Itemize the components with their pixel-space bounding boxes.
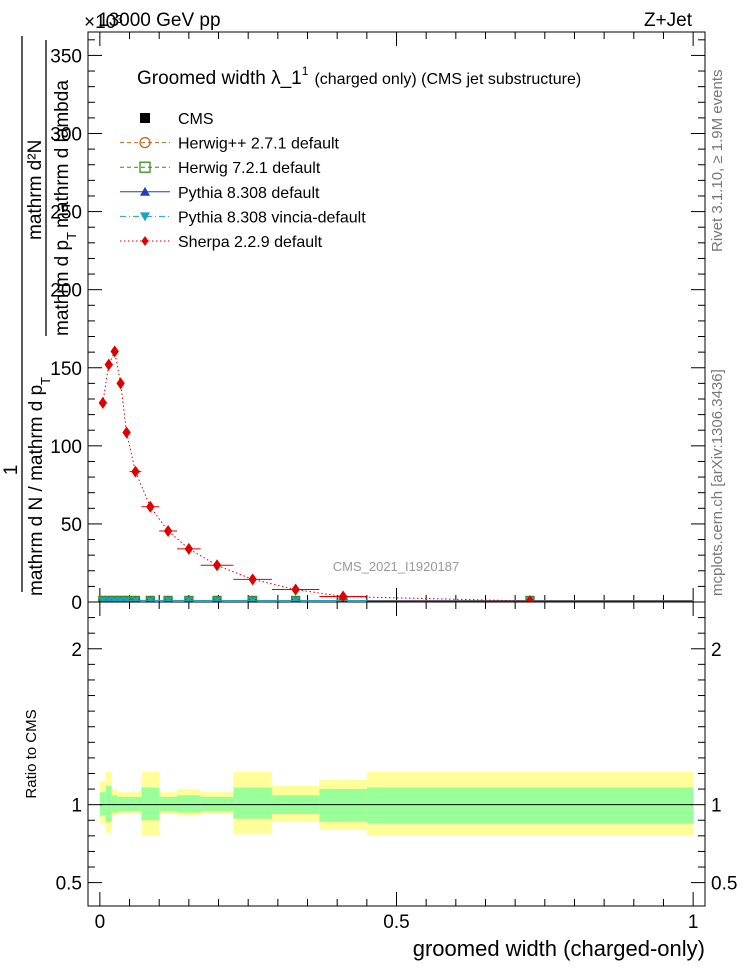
y-tick-label: 50 xyxy=(61,515,82,536)
ratio-y-label: Ratio to CMS xyxy=(23,709,40,798)
plot-title-rest: (charged only) (CMS jet substructure) xyxy=(314,71,581,88)
band-inner xyxy=(233,787,272,819)
data-point xyxy=(116,597,125,605)
data-point xyxy=(146,597,155,605)
legend-marker xyxy=(140,113,150,123)
legend-label: Pythia 8.308 default xyxy=(178,185,320,202)
legend-marker xyxy=(139,161,151,173)
legend-label: Herwig++ 2.7.1 default xyxy=(178,136,340,153)
band-inner xyxy=(105,785,112,822)
legend: CMS Herwig++ 2.7.1 default Herwig 7.2.1 de… xyxy=(120,111,366,251)
data-point xyxy=(110,597,119,605)
ratio-plot-frame xyxy=(87,601,706,907)
ratio-y-tick-label-right: 0.5 xyxy=(711,874,737,895)
y-tick-label: 150 xyxy=(50,359,82,380)
plot-title: Groomed width λ_11 (charged only) (CMS je… xyxy=(137,64,581,89)
band-inner xyxy=(129,796,142,811)
band-inner xyxy=(111,795,118,813)
ratio-y-tick-label: 1 xyxy=(71,796,82,817)
mcplots-label: mcplots.cern.ch [arXiv:1306.3436] xyxy=(709,369,726,596)
data-point xyxy=(291,597,300,605)
legend-item: Herwig++ 2.7.1 default xyxy=(120,136,340,153)
ylabel-upper: mathrm d²N xyxy=(25,140,46,240)
band-inner xyxy=(176,795,201,813)
legend-item: Pythia 8.308 vincia-default xyxy=(120,209,366,226)
legend-label: Sherpa 2.2.9 default xyxy=(178,234,323,251)
y-tick-label: 250 xyxy=(50,203,82,224)
y-multiplier: ×10³ xyxy=(84,12,123,33)
legend-marker xyxy=(141,236,149,246)
ratio-y-tick-label: 0.5 xyxy=(56,874,82,895)
plot-title-sup: 1 xyxy=(302,64,309,78)
main-y-label: 1 mathrm d N / mathrm d pT mathrm d²N ma… xyxy=(1,36,79,596)
data-point xyxy=(110,345,119,358)
data-point xyxy=(146,500,155,513)
y-tick-label: 0 xyxy=(71,593,82,614)
data-point xyxy=(131,597,140,605)
band-inner xyxy=(99,792,106,816)
legend-label: Pythia 8.308 vincia-default xyxy=(178,209,366,226)
band-inner xyxy=(319,789,367,822)
ratio-y-tick-label-right: 1 xyxy=(711,796,722,817)
data-point xyxy=(184,542,194,555)
band-inner xyxy=(200,796,234,811)
ylabel-lower: mathrm d N / mathrm d pT xyxy=(26,377,53,596)
legend-item: Herwig 7.2.1 default xyxy=(120,160,321,177)
band-inner xyxy=(159,796,177,811)
x-tick-label: 0 xyxy=(95,912,106,933)
data-point xyxy=(131,465,140,478)
data-point xyxy=(248,597,257,605)
ratio-bands xyxy=(99,771,694,836)
data-point xyxy=(122,426,131,439)
header-left: 13000 GeV pp xyxy=(98,10,221,31)
band-inner xyxy=(141,787,160,821)
legend-item: Sherpa 2.2.9 default xyxy=(120,234,323,251)
data-point xyxy=(163,524,173,537)
legend-marker xyxy=(139,136,151,149)
y-tick-label: 100 xyxy=(50,437,82,458)
series-5 xyxy=(98,345,694,608)
data-point xyxy=(213,597,222,605)
y-tick-label: 300 xyxy=(50,125,82,146)
ylabel-upper-denom: mathrm d pTmathrm d lambda xyxy=(52,80,79,336)
data-point xyxy=(338,590,348,603)
band-inner xyxy=(117,796,124,811)
legend-item: Pythia 8.308 default xyxy=(120,185,320,202)
ratio-axes: 0.5 0.5 1 1 2 2 0 0.5 1 xyxy=(56,602,737,933)
y-tick-label: 350 xyxy=(50,46,82,67)
legend-label: CMS xyxy=(178,111,214,128)
data-point xyxy=(98,597,107,605)
band-inner xyxy=(123,796,130,811)
y-tick-label: 200 xyxy=(50,281,82,302)
data-point xyxy=(104,358,113,371)
ratio-y-tick-label: 2 xyxy=(71,640,82,661)
ylabel-one: 1 xyxy=(1,465,22,476)
legend-label: Herwig 7.2.1 default xyxy=(178,160,321,177)
main-plot-frame xyxy=(87,31,706,603)
data-point xyxy=(291,583,300,596)
legend-marker xyxy=(140,212,150,222)
data-point xyxy=(164,597,173,605)
data-point xyxy=(116,377,125,390)
x-tick-label: 0.5 xyxy=(383,912,409,933)
analysis-watermark: CMS_2021_I1920187 xyxy=(333,559,460,574)
band-inner xyxy=(366,787,694,824)
plot-title-main: Groomed width λ_1 xyxy=(137,68,302,89)
header-right: Z+Jet xyxy=(644,10,693,31)
data-point xyxy=(104,597,113,605)
legend-item: CMS xyxy=(140,111,214,128)
x-axis-label: groomed width (charged-only) xyxy=(413,936,705,961)
rivet-label: Rivet 3.1.10, ≥ 1.9M events xyxy=(709,70,726,253)
series-line xyxy=(102,349,530,602)
data-point xyxy=(122,597,131,605)
data-point xyxy=(98,396,108,409)
legend-marker xyxy=(140,186,150,196)
ratio-y-tick-label-right: 2 xyxy=(711,640,722,661)
data-point xyxy=(248,573,257,586)
data-point xyxy=(212,559,222,572)
main-axes: 0 50 100 150 200 250 300 350 xyxy=(50,32,705,614)
data-point xyxy=(184,597,193,605)
x-tick-label: 1 xyxy=(688,912,699,933)
